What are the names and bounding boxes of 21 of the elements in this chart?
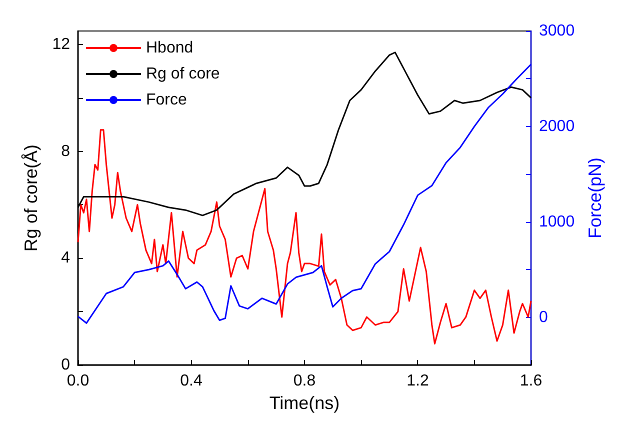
y-tick-label: 12 — [52, 36, 70, 53]
x-tick-label: 0.4 — [180, 372, 202, 390]
y-axis-title: Rg of core(Å) — [21, 144, 41, 252]
x-tick-label: 0.8 — [293, 372, 316, 390]
y2-tick-label: 3000 — [539, 22, 575, 40]
legend-label: Hbond — [146, 40, 194, 56]
x-tick-label: 1.2 — [406, 372, 429, 390]
line-series — [77, 64, 532, 324]
y-tick-label: 8 — [61, 142, 70, 160]
x-tick-label: 0.0 — [66, 372, 90, 390]
y2-tick-label: 0 — [539, 308, 548, 326]
y2-tick-label: 2000 — [539, 118, 575, 135]
legend-label: Rg of core — [146, 66, 220, 82]
y2-tick-label: 1000 — [539, 213, 575, 230]
y-tick-label: 0 — [61, 356, 70, 374]
x-tick-label: 1.6 — [520, 372, 542, 390]
line-series — [77, 129, 532, 344]
y2-axis-title: Force(pN) — [585, 158, 605, 239]
legend-label: Force — [146, 92, 187, 108]
y-tick-label: 4 — [61, 250, 70, 267]
x-axis-title: Time(ns) — [269, 393, 340, 413]
